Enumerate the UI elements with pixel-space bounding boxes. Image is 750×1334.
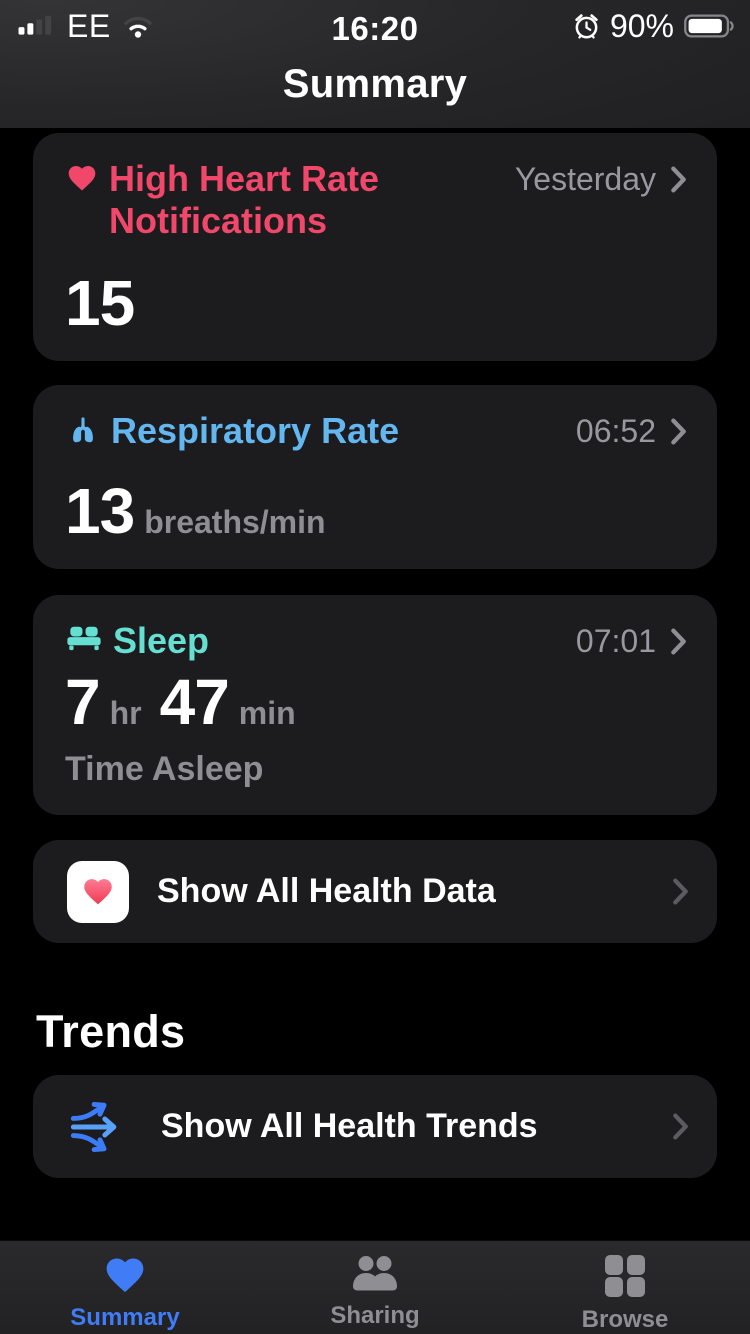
card-title-label: High Heart Rate Notifications — [109, 158, 380, 241]
heart-icon — [68, 166, 96, 191]
carrier-label: EE — [67, 7, 111, 44]
card-title-label: Sleep — [113, 620, 210, 661]
alarm-icon — [575, 13, 598, 39]
card-head: Respiratory Rate 06:52 — [65, 410, 687, 452]
tab-bar: Summary Sharing Browse — [0, 1240, 750, 1334]
heart-icon — [106, 1258, 144, 1293]
tab-sharing-label: Sharing — [330, 1302, 420, 1329]
card-title-label: Respiratory Rate — [111, 410, 400, 451]
branching-arrows-icon — [67, 1099, 133, 1155]
card-meta-label: 06:52 — [575, 413, 656, 449]
card-value-row: 13 breaths/min — [65, 479, 687, 543]
card-title-respiratory-rate: Respiratory Rate — [65, 410, 576, 452]
lungs-icon — [73, 417, 93, 443]
chevron-right-icon — [671, 628, 686, 655]
show-all-health-data-row[interactable]: Show All Health Data — [33, 840, 717, 943]
battery-percent: 90% — [609, 7, 674, 44]
status-right: 90% — [573, 8, 736, 45]
card-head: High Heart Rate Notifications Yesterday — [65, 158, 687, 242]
sleep-hours-unit: hr — [109, 695, 142, 731]
card-meta: 06:52 — [576, 413, 687, 450]
tab-summary-label: Summary — [70, 1304, 180, 1331]
card-value-row: 15 — [65, 271, 687, 335]
card-title-sleep: Sleep — [65, 620, 576, 662]
chevron-right-icon — [671, 166, 686, 193]
bed-icon — [67, 626, 101, 651]
card-head: Sleep 07:01 — [65, 620, 687, 662]
heart-rate-notification-count: 15 — [65, 267, 135, 339]
status-bar: EE 16:20 90% — [0, 0, 750, 47]
chevron-right-icon — [671, 418, 686, 445]
grid-icon — [605, 1255, 645, 1297]
show-all-health-data-label: Show All Health Data — [157, 872, 496, 910]
card-respiratory-rate[interactable]: Respiratory Rate 06:52 13 breaths/min — [33, 385, 717, 569]
card-meta-label: Yesterday — [514, 161, 656, 197]
cellular-signal-icon — [18, 15, 52, 35]
wifi-icon — [123, 16, 152, 38]
health-app-icon — [67, 860, 129, 923]
sleep-duration-row: 7 hr 47 min — [65, 670, 687, 734]
tab-sharing[interactable]: Sharing — [250, 1241, 500, 1334]
page-title: Summary — [282, 62, 468, 106]
trends-heading: Trends — [36, 1006, 186, 1057]
card-meta: Yesterday — [515, 161, 687, 198]
gradient-heart-icon — [84, 879, 112, 905]
status-time: 16:20 — [331, 10, 419, 47]
tab-summary[interactable]: Summary — [0, 1241, 250, 1334]
respiratory-rate-unit: breaths/min — [144, 504, 326, 540]
card-title-high-heart-rate: High Heart Rate Notifications — [65, 158, 515, 242]
people-icon — [353, 1256, 397, 1291]
battery-icon — [684, 14, 734, 38]
sleep-hours-value: 7 — [65, 666, 101, 738]
tab-browse-label: Browse — [581, 1306, 669, 1333]
status-left: EE — [18, 8, 156, 45]
show-all-health-trends-label: Show All Health Trends — [161, 1107, 538, 1145]
sleep-minutes-unit: min — [238, 695, 296, 731]
sleep-subtitle: Time Asleep — [65, 750, 264, 788]
card-high-heart-rate[interactable]: High Heart Rate Notifications Yesterday … — [33, 133, 717, 361]
chevron-right-icon — [673, 878, 688, 905]
card-meta: 07:01 — [576, 623, 687, 660]
chevron-right-icon — [673, 1113, 688, 1140]
tab-browse[interactable]: Browse — [500, 1241, 750, 1334]
card-sleep[interactable]: Sleep 07:01 7 hr 47 min Time Asleep — [33, 595, 717, 815]
show-all-health-trends-row[interactable]: Show All Health Trends — [33, 1075, 717, 1178]
header: EE 16:20 90% — [0, 0, 750, 128]
sleep-minutes-value: 47 — [159, 666, 230, 738]
respiratory-rate-value: 13 — [65, 475, 135, 547]
card-meta-label: 07:01 — [575, 623, 656, 659]
